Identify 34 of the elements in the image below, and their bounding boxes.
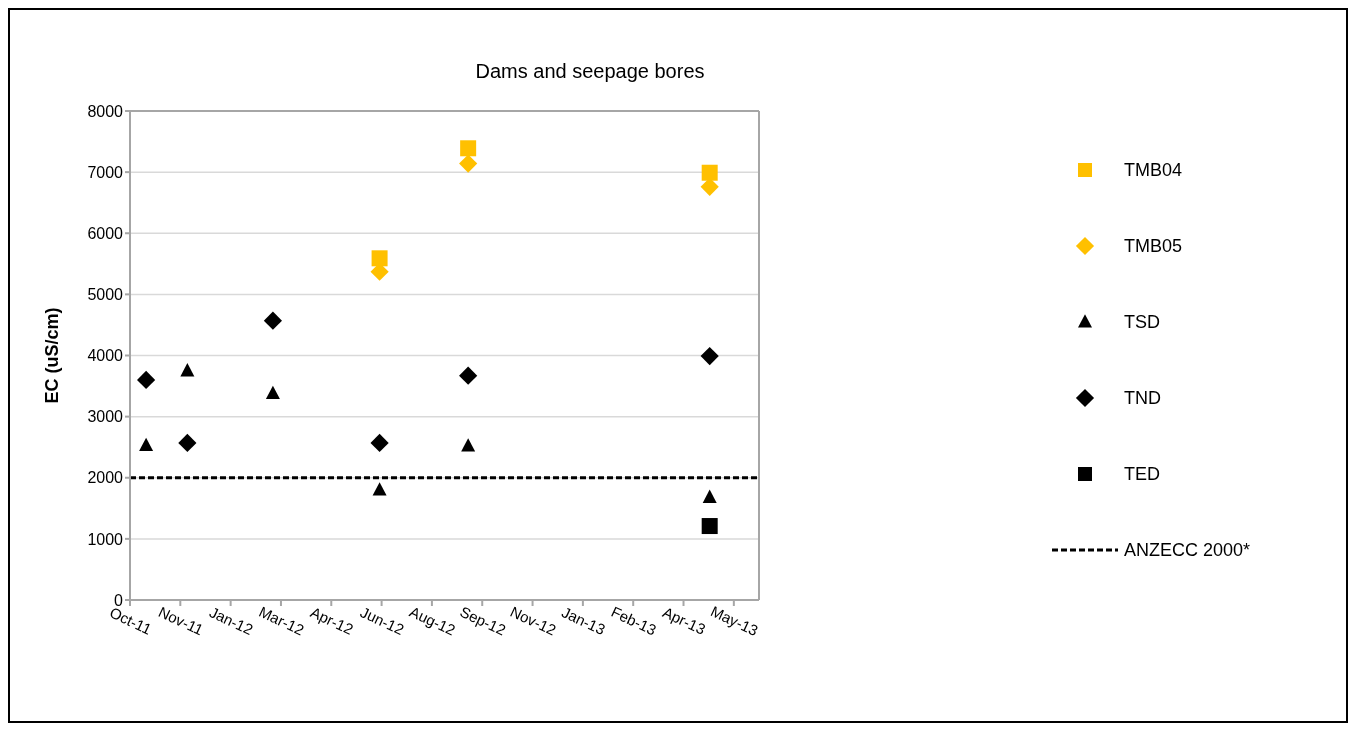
point — [701, 164, 718, 181]
legend-label: TND — [1124, 387, 1161, 409]
legend-label: TSD — [1124, 311, 1160, 333]
point — [371, 250, 388, 267]
y-tick-label: 6000 — [87, 224, 124, 242]
point — [263, 311, 283, 330]
point — [137, 370, 156, 390]
point — [461, 438, 476, 452]
point — [372, 482, 387, 496]
point — [370, 433, 389, 453]
y-tick-label: 8000 — [87, 102, 124, 120]
y-tick-label: 0 — [114, 591, 124, 609]
y-tick-label: 3000 — [87, 408, 124, 426]
point — [139, 437, 154, 451]
legend-label: TMB05 — [1124, 235, 1183, 257]
point — [265, 385, 280, 399]
y-tick-label: 7000 — [87, 163, 124, 181]
point — [460, 140, 477, 157]
point — [180, 363, 195, 377]
legend-label: ANZECC 2000* — [1124, 539, 1251, 561]
point — [700, 347, 719, 366]
legend-label: TMB04 — [1124, 159, 1183, 181]
point — [702, 489, 717, 503]
chart-title: Dams and seepage bores — [474, 60, 706, 83]
point — [459, 154, 478, 173]
point — [701, 518, 718, 535]
y-axis-title: EC (uS/cm) — [42, 307, 63, 404]
y-tick-label: 4000 — [87, 347, 124, 365]
point — [178, 433, 197, 453]
y-tick-label: 5000 — [87, 286, 124, 304]
y-tick-label: 2000 — [87, 469, 124, 487]
y-tick-label: 1000 — [87, 530, 124, 548]
legend-label: TED — [1124, 463, 1160, 485]
point — [459, 366, 478, 385]
